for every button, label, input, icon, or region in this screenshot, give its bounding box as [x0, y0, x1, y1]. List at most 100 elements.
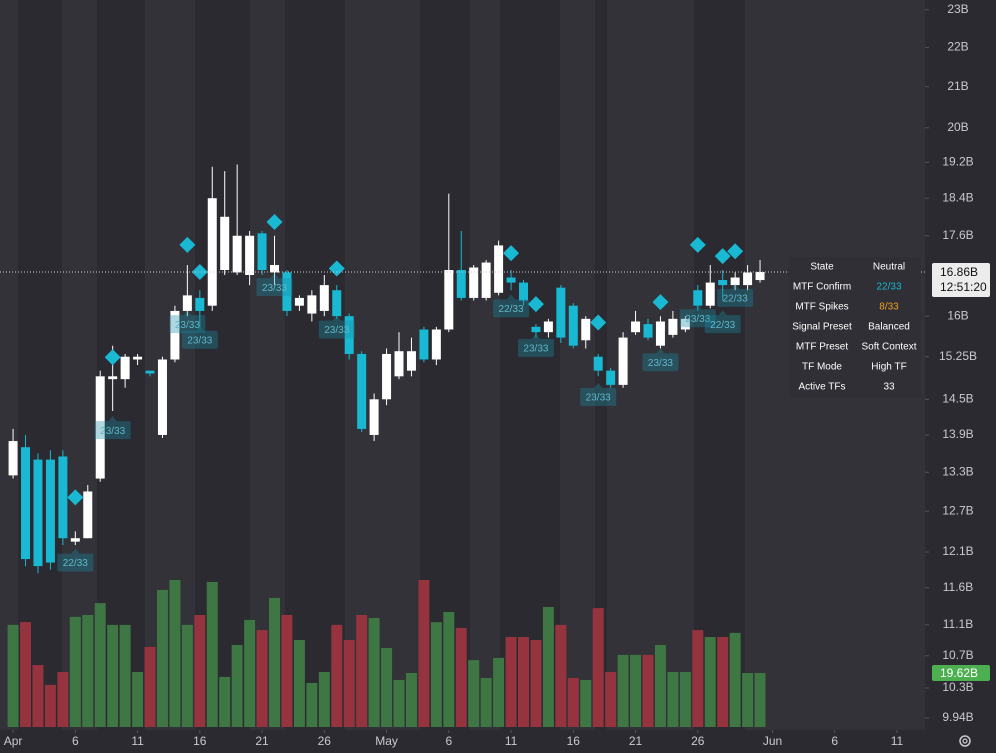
y-tick-label: 13.9B — [942, 427, 973, 441]
info-key: State — [810, 262, 834, 273]
info-value: 8/33 — [879, 302, 899, 313]
volume-bar — [144, 646, 156, 727]
info-key: MTF Spikes — [795, 302, 848, 313]
candle-body — [282, 272, 292, 311]
signal-diamond — [527, 296, 544, 313]
candle-body — [58, 456, 68, 539]
x-tick-label: 11 — [505, 734, 518, 748]
volume-bar — [742, 672, 754, 727]
y-tick-label: 16B — [947, 308, 968, 322]
volume-bar — [667, 671, 679, 727]
badge-label: 23/33 — [523, 344, 548, 355]
candle-body — [21, 447, 31, 560]
x-tick-label: 16 — [567, 734, 581, 748]
candle-body — [481, 262, 491, 298]
info-table: State Neutral MTF Confirm 22/33 MTF Spikes 8/… — [789, 257, 921, 397]
badge-label: 22/33 — [63, 558, 88, 569]
badge-box — [493, 299, 530, 318]
x-tick-label: May — [375, 734, 398, 748]
badge-box — [318, 320, 355, 339]
candle-body — [743, 272, 753, 286]
badge-pointer — [183, 310, 192, 316]
settings-icon[interactable] — [959, 735, 971, 747]
volume-bar — [356, 614, 368, 727]
badge-label: 23/33 — [586, 393, 611, 404]
info-key: MTF Preset — [796, 342, 848, 353]
volume-bar — [69, 616, 81, 727]
volume-bar — [20, 622, 32, 727]
candle-body — [394, 351, 404, 377]
candle-body — [419, 329, 429, 360]
candle-body — [170, 310, 180, 360]
y-tick-label: 21B — [947, 79, 968, 93]
volume-bar — [82, 614, 94, 727]
candle-body — [133, 356, 143, 360]
y-tick-label: 10.7B — [942, 648, 973, 662]
candle-body — [245, 235, 255, 276]
badge-box — [169, 315, 206, 334]
candle-body — [494, 245, 504, 293]
candle-body — [693, 290, 703, 306]
y-tick-label: 15.25B — [939, 349, 977, 363]
badge-pointer — [507, 294, 516, 300]
badge-box — [717, 288, 754, 307]
badge-label: 23/33 — [324, 325, 349, 336]
volume-bar — [318, 671, 330, 727]
badge-label: 22/33 — [499, 304, 524, 315]
x-tick-label: 26 — [691, 734, 705, 748]
volume-bar — [393, 679, 405, 727]
volume-bar — [256, 630, 268, 727]
gear-hub[interactable] — [962, 738, 968, 744]
signal-diamond — [67, 489, 84, 506]
candle-body — [8, 441, 18, 476]
info-key: TF Mode — [802, 362, 842, 373]
candle-body — [319, 285, 329, 311]
info-table-bg — [789, 257, 921, 397]
y-tick-label: 22B — [947, 40, 968, 54]
x-tick-label: 16 — [193, 734, 207, 748]
candle-body — [357, 353, 367, 429]
y-tick-label: 10.3B — [942, 680, 973, 694]
volume-bar — [468, 660, 480, 727]
signal-diamond — [266, 213, 283, 230]
candle-body — [220, 216, 230, 271]
volume-bar — [679, 671, 691, 727]
band — [0, 0, 18, 730]
x-tick-label: 6 — [831, 734, 838, 748]
candle-body — [382, 353, 392, 400]
badge-box — [94, 421, 131, 440]
candle-body — [344, 316, 354, 354]
volume-bar — [343, 640, 355, 727]
badge-pointer — [108, 416, 117, 422]
badge-label: 23/33 — [175, 320, 200, 331]
candle-body — [195, 297, 205, 311]
gear[interactable] — [959, 735, 971, 747]
signal-diamond — [689, 236, 706, 253]
badge-box — [57, 553, 94, 572]
volume-bar — [580, 679, 592, 727]
candle-body — [456, 270, 466, 298]
badge-box — [181, 330, 218, 349]
badge-box — [642, 353, 679, 372]
badge-label: 23/33 — [262, 283, 287, 294]
candle-body — [543, 321, 553, 333]
badge-label: 22/33 — [710, 320, 735, 331]
signal-diamond — [104, 349, 121, 366]
candle-body — [519, 282, 529, 301]
volume-bar — [231, 644, 243, 727]
candle-body — [70, 538, 80, 542]
volume-bar — [244, 619, 256, 727]
candle-body — [270, 265, 280, 273]
y-tick-label: 23B — [947, 2, 968, 16]
volume-label: 19.62B — [940, 666, 978, 680]
badge-box — [256, 278, 293, 297]
band — [62, 0, 97, 730]
badge-label: 23/33 — [648, 358, 673, 369]
volume-bar — [630, 654, 642, 727]
volume-bar — [281, 614, 293, 727]
volume-bar — [642, 654, 654, 727]
x-tick-label: Apr — [4, 734, 23, 748]
volume-bar — [692, 630, 704, 727]
y-tick-label: 9.94B — [942, 710, 973, 724]
volume-bar — [455, 627, 467, 727]
